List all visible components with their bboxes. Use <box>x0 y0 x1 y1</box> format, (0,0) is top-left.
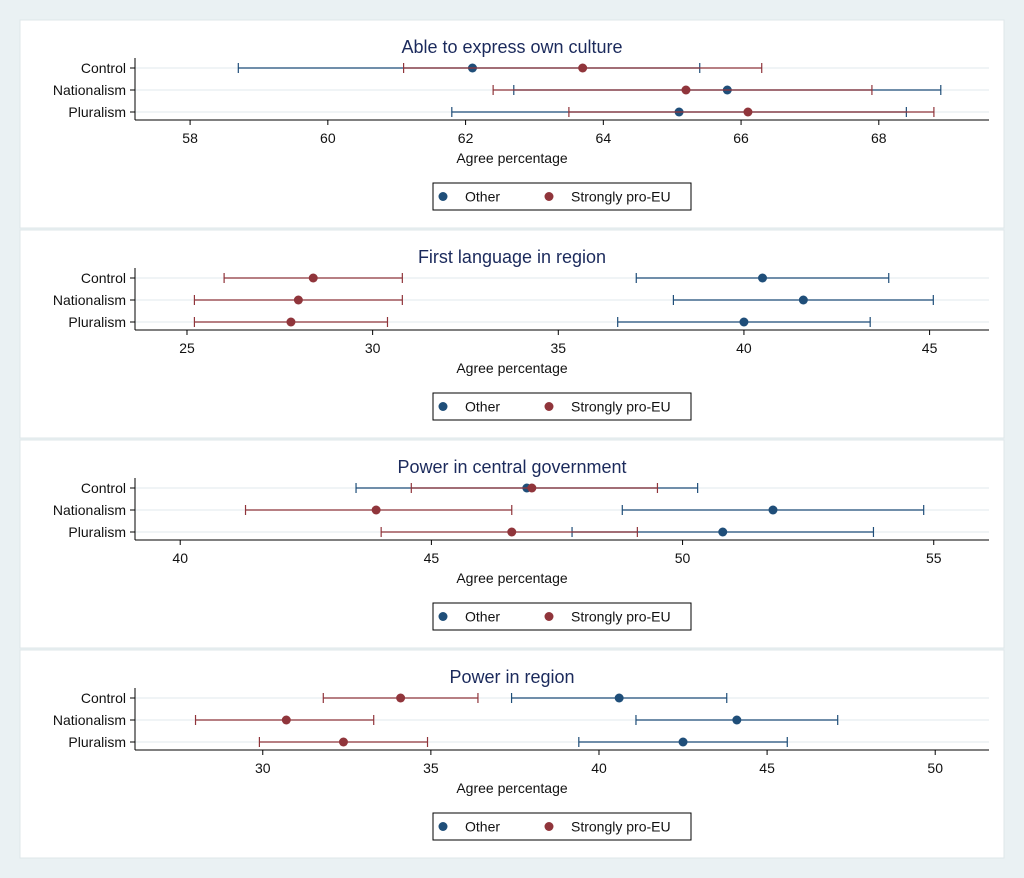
data-point <box>739 317 749 327</box>
legend-marker <box>544 402 554 411</box>
x-tick-label: 30 <box>365 340 381 356</box>
data-point <box>281 715 291 725</box>
series-strongly-pro-eu <box>193 273 403 327</box>
series-strongly-pro-eu <box>194 693 479 747</box>
x-tick-label: 35 <box>550 340 566 356</box>
legend-marker <box>544 822 554 831</box>
x-axis-label: Agree percentage <box>456 570 568 586</box>
category-label: Nationalism <box>53 292 126 308</box>
x-tick-label: 35 <box>423 760 439 776</box>
x-tick-label: 68 <box>871 130 887 146</box>
series-strongly-pro-eu <box>402 63 935 117</box>
legend-marker <box>438 822 448 831</box>
data-point <box>308 273 318 283</box>
x-tick-label: 50 <box>927 760 943 776</box>
data-point <box>798 295 808 305</box>
x-tick-label: 55 <box>926 550 942 566</box>
data-point <box>678 737 688 747</box>
legend-label: Other <box>465 399 500 415</box>
x-tick-label: 40 <box>591 760 607 776</box>
data-point <box>732 715 742 725</box>
data-point <box>578 63 588 73</box>
data-point <box>338 737 348 747</box>
category-label: Pluralism <box>68 314 126 330</box>
x-tick-label: 45 <box>424 550 440 566</box>
x-tick-label: 50 <box>675 550 691 566</box>
x-tick-label: 45 <box>759 760 775 776</box>
x-tick-label: 25 <box>179 340 195 356</box>
category-label: Pluralism <box>68 104 126 120</box>
legend: Other Strongly pro-EU <box>432 812 692 841</box>
legend-marker <box>438 612 448 621</box>
chart-panel-4: Power in region Control Nationalism Plurali… <box>19 649 1005 859</box>
chart-title: Power in region <box>449 667 574 687</box>
category-label: Nationalism <box>53 82 126 98</box>
legend-label: Other <box>465 819 500 835</box>
x-tick-label: 58 <box>182 130 198 146</box>
x-axis-label: Agree percentage <box>456 150 568 166</box>
legend-marker <box>544 192 554 201</box>
legend-label: Other <box>465 189 500 205</box>
legend-box <box>432 602 692 631</box>
data-point <box>743 107 753 117</box>
data-point <box>681 85 691 95</box>
category-label: Control <box>81 690 126 706</box>
series-strongly-pro-eu <box>244 483 659 537</box>
category-label: Control <box>81 60 126 76</box>
data-point <box>758 273 768 283</box>
data-point <box>286 317 296 327</box>
x-axis-label: Agree percentage <box>456 360 568 376</box>
x-tick-label: 45 <box>922 340 938 356</box>
data-point <box>718 527 728 537</box>
chart-panel-1: Able to express own culture Control Nation… <box>19 19 1005 229</box>
chart-title: Power in central government <box>397 457 626 477</box>
category-label: Control <box>81 270 126 286</box>
data-point <box>507 527 517 537</box>
series-other <box>617 273 934 327</box>
legend-label: Strongly pro-EU <box>571 609 671 625</box>
chart-title: Able to express own culture <box>401 37 622 57</box>
category-label: Pluralism <box>68 734 126 750</box>
category-label: Nationalism <box>53 502 126 518</box>
data-point <box>768 505 778 515</box>
legend: Other Strongly pro-EU <box>432 392 692 421</box>
x-axis-label: Agree percentage <box>456 780 568 796</box>
legend-box <box>432 812 692 841</box>
legend-marker <box>544 612 554 621</box>
x-tick-label: 60 <box>320 130 336 146</box>
series-other <box>510 693 839 747</box>
legend-box <box>432 182 692 211</box>
data-point <box>293 295 303 305</box>
legend-label: Strongly pro-EU <box>571 819 671 835</box>
x-tick-label: 64 <box>596 130 612 146</box>
data-point <box>614 693 624 703</box>
x-tick-label: 40 <box>736 340 752 356</box>
data-point <box>527 483 537 493</box>
x-tick-label: 62 <box>458 130 474 146</box>
legend-box <box>432 392 692 421</box>
legend-marker <box>438 192 448 201</box>
chart-panel-2: First language in region Control Nationali… <box>19 229 1005 439</box>
legend: Other Strongly pro-EU <box>432 602 692 631</box>
data-point <box>396 693 406 703</box>
legend-marker <box>438 402 448 411</box>
x-tick-label: 66 <box>733 130 749 146</box>
category-label: Control <box>81 480 126 496</box>
legend-label: Other <box>465 609 500 625</box>
legend-label: Strongly pro-EU <box>571 399 671 415</box>
legend: Other Strongly pro-EU <box>432 182 692 211</box>
legend-label: Strongly pro-EU <box>571 189 671 205</box>
chart-panel-3: Power in central government Control Nation… <box>19 439 1005 649</box>
category-label: Nationalism <box>53 712 126 728</box>
x-tick-label: 40 <box>172 550 188 566</box>
chart-title: First language in region <box>418 247 606 267</box>
category-label: Pluralism <box>68 524 126 540</box>
x-tick-label: 30 <box>255 760 271 776</box>
data-point <box>371 505 381 515</box>
